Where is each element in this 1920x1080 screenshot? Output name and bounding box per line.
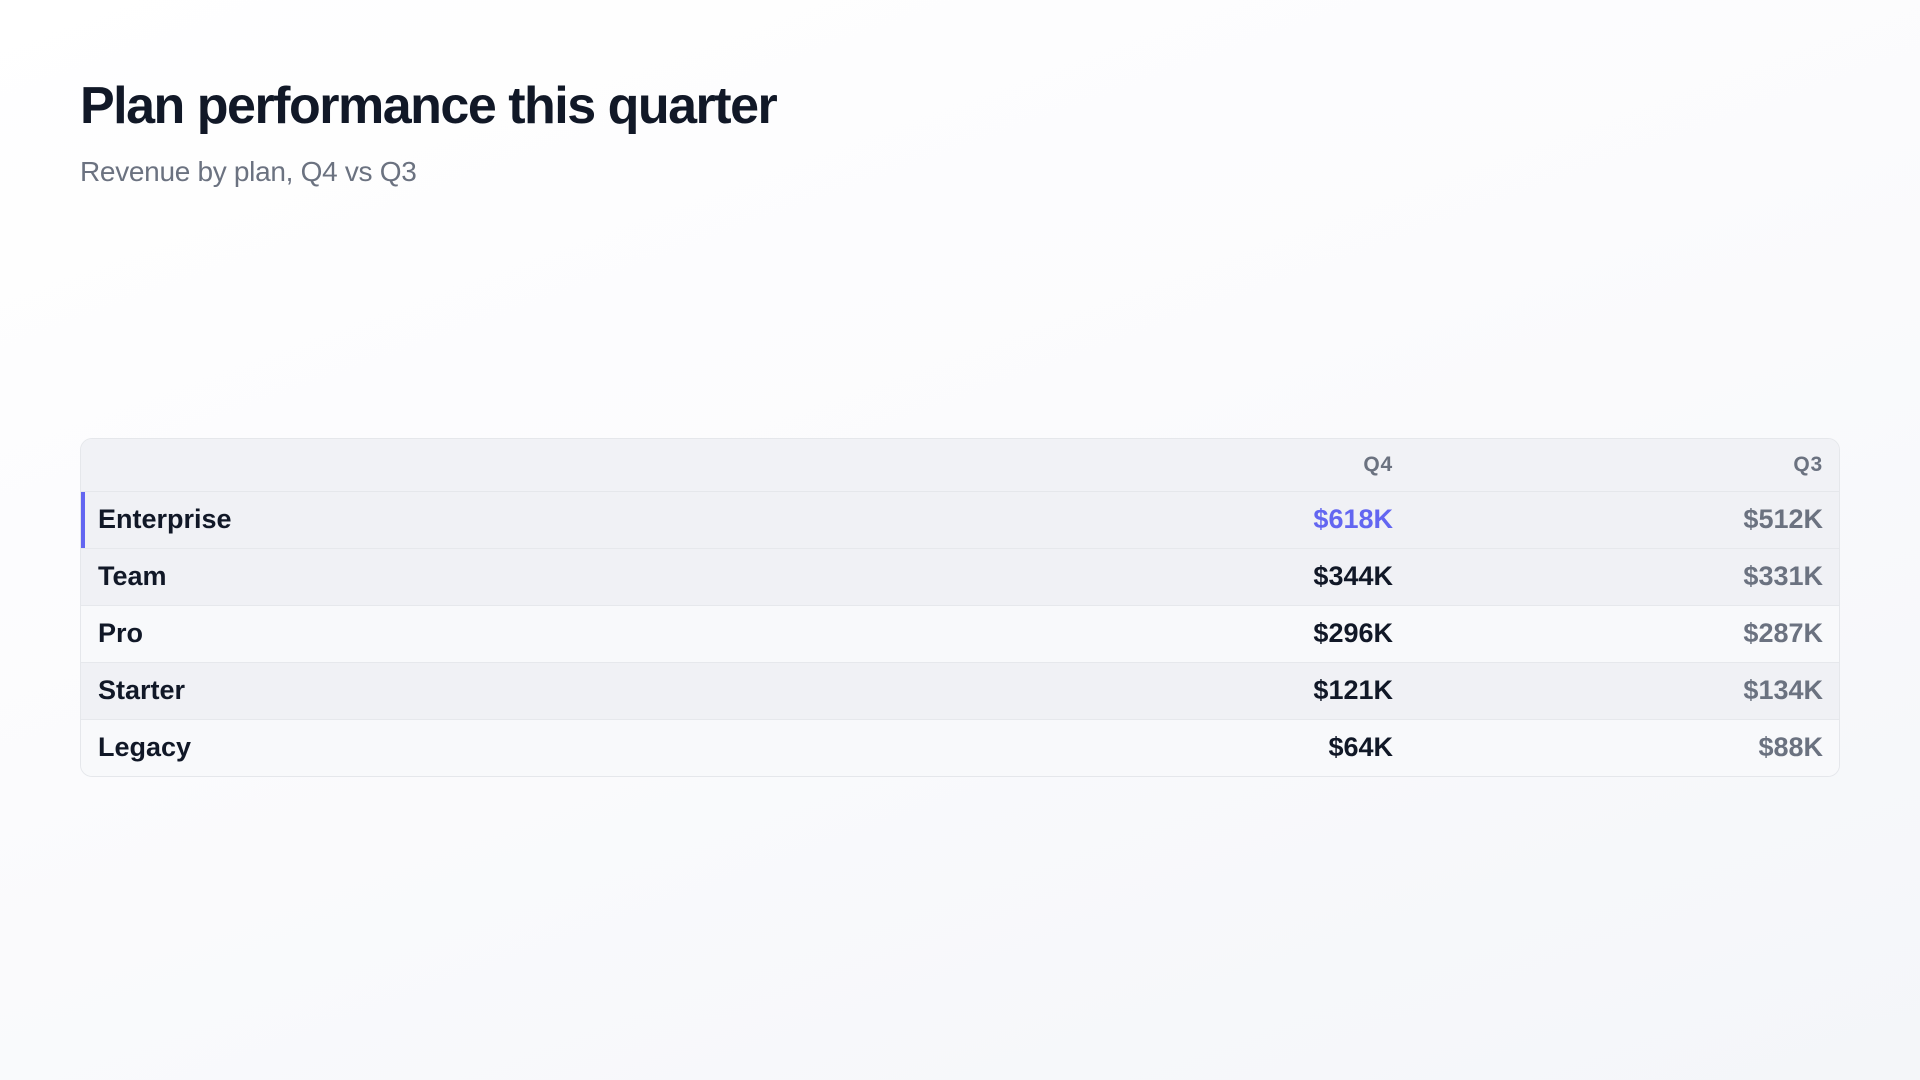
table-row-starter: Starter $121K $134K	[81, 662, 1839, 719]
page-title: Plan performance this quarter	[80, 77, 778, 135]
q4-value-cell: $618K	[1313, 504, 1393, 534]
q3-value-cell: $331K	[1743, 561, 1823, 591]
q3-value-cell: $88K	[1758, 732, 1823, 763]
plan-name-cell: Pro	[98, 618, 144, 648]
q3-value-cell: $134K	[1743, 675, 1823, 705]
table-row-pro: Pro $296K $287K	[81, 605, 1839, 662]
q4-value-cell: $64K	[1328, 732, 1393, 763]
column-header-q4: Q4	[973, 439, 1393, 492]
page-subtitle: Revenue by plan, Q4 vs Q3	[80, 156, 417, 187]
plan-name-cell: Legacy	[98, 732, 192, 763]
table-row-legacy: Legacy $64K $88K	[81, 719, 1839, 776]
table-header-row: Q4 Q3	[81, 439, 1839, 492]
plan-name-cell: Enterprise	[81, 491, 973, 548]
table-row-enterprise: Enterprise $618K $512K	[81, 491, 1839, 548]
q3-value-cell: $287K	[1743, 618, 1823, 648]
plan-performance-table: Q4 Q3 Enterprise $618K $512K Team $344K …	[80, 438, 1840, 777]
plan-name-cell: Team	[98, 561, 167, 591]
q4-value-cell: $296K	[1313, 618, 1393, 648]
column-header-plan	[81, 439, 973, 492]
column-header-q3: Q3	[1393, 439, 1839, 492]
q4-value-cell: $121K	[1313, 675, 1393, 705]
table-row-team: Team $344K $331K	[81, 548, 1839, 605]
q3-value-cell: $512K	[1743, 504, 1823, 534]
plan-name-cell: Starter	[98, 675, 186, 705]
q4-value-cell: $344K	[1313, 561, 1393, 591]
